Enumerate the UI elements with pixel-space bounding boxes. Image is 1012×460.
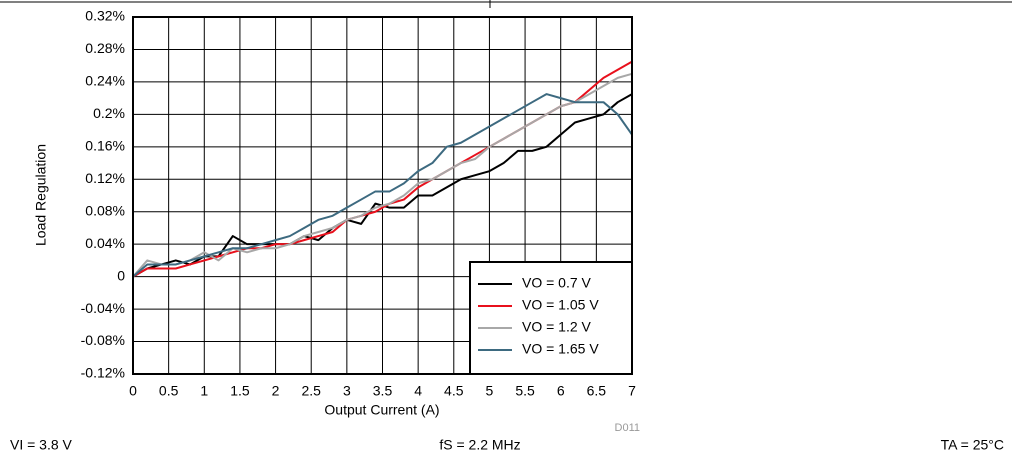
legend-label: VO = 1.05 V (522, 297, 599, 313)
x-tick-label: 5.5 (515, 383, 535, 399)
x-tick-label: 0 (129, 383, 137, 399)
series-line (132, 72, 633, 278)
y-tick-label: 0.04% (85, 235, 125, 251)
legend-label: VO = 0.7 V (522, 275, 592, 291)
annotation: VI = 3.8 V (10, 437, 73, 453)
x-tick-label: 7 (628, 383, 636, 399)
plot-frame (132, 16, 633, 375)
x-tick-label: 4 (414, 383, 422, 399)
legend-box (469, 261, 633, 375)
x-tick-label: 2.5 (301, 383, 321, 399)
x-tick-label: 3.5 (373, 383, 393, 399)
y-tick-label: 0.2% (93, 105, 125, 121)
annotation: TA = 25°C (941, 437, 1004, 453)
y-tick-label: -0.12% (81, 365, 125, 381)
x-tick-label: 2 (272, 383, 280, 399)
y-axis-label: Load Regulation (33, 144, 49, 246)
annotation: fS = 2.2 MHz (439, 437, 520, 453)
x-tick-label: 3 (343, 383, 351, 399)
legend-label: VO = 1.2 V (522, 319, 592, 335)
x-tick-label: 6 (557, 383, 565, 399)
x-tick-label: 4.5 (444, 383, 464, 399)
y-tick-label: -0.04% (81, 300, 125, 316)
y-tick-label: -0.08% (81, 332, 125, 348)
figure-code: D011 (615, 422, 640, 434)
y-tick-label: 0.28% (85, 40, 125, 56)
x-tick-label: 5 (486, 383, 494, 399)
x-axis-label: Output Current (A) (324, 402, 439, 418)
y-tick-label: 0.32% (85, 8, 125, 24)
y-tick-label: 0.24% (85, 73, 125, 89)
y-tick-label: 0.12% (85, 170, 125, 186)
y-tick-label: 0.08% (85, 202, 125, 218)
series-line (132, 93, 633, 278)
x-tick-label: 1.5 (230, 383, 250, 399)
x-tick-label: 6.5 (587, 383, 607, 399)
x-tick-label: 1 (200, 383, 208, 399)
y-tick-label: 0.16% (85, 138, 125, 154)
x-tick-label: 0.5 (159, 383, 179, 399)
legend-label: VO = 1.65 V (522, 341, 599, 357)
y-tick-label: 0 (117, 267, 125, 283)
